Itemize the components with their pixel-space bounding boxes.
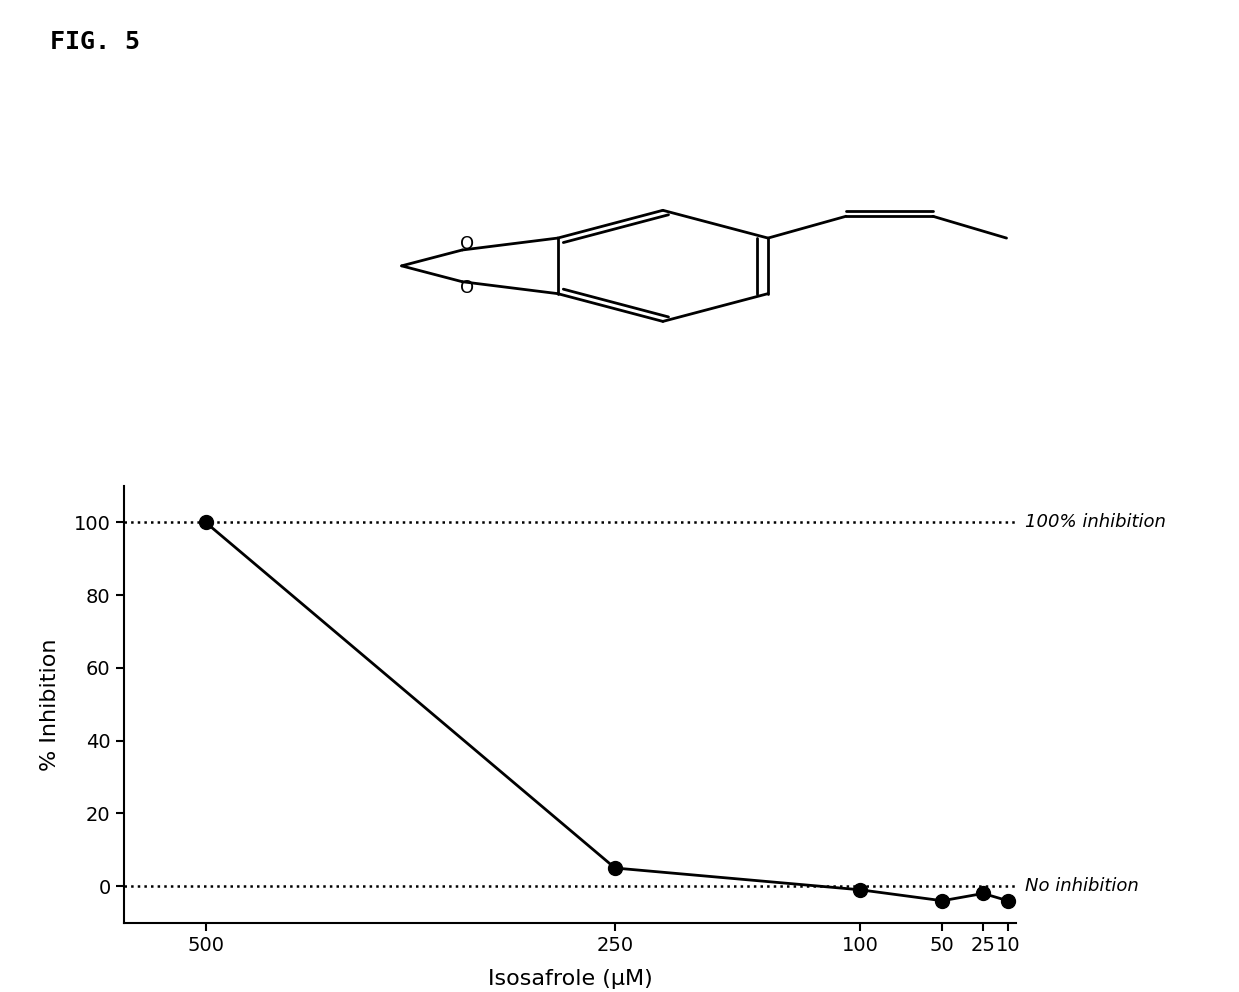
Text: O: O	[460, 279, 473, 297]
Text: FIG. 5: FIG. 5	[50, 30, 140, 54]
Text: No inhibition: No inhibition	[1025, 877, 1139, 895]
Text: 100% inhibition: 100% inhibition	[1025, 514, 1166, 532]
X-axis label: Isosafrole (μM): Isosafrole (μM)	[488, 968, 652, 989]
Text: O: O	[460, 235, 473, 253]
Y-axis label: % Inhibition: % Inhibition	[40, 638, 59, 771]
